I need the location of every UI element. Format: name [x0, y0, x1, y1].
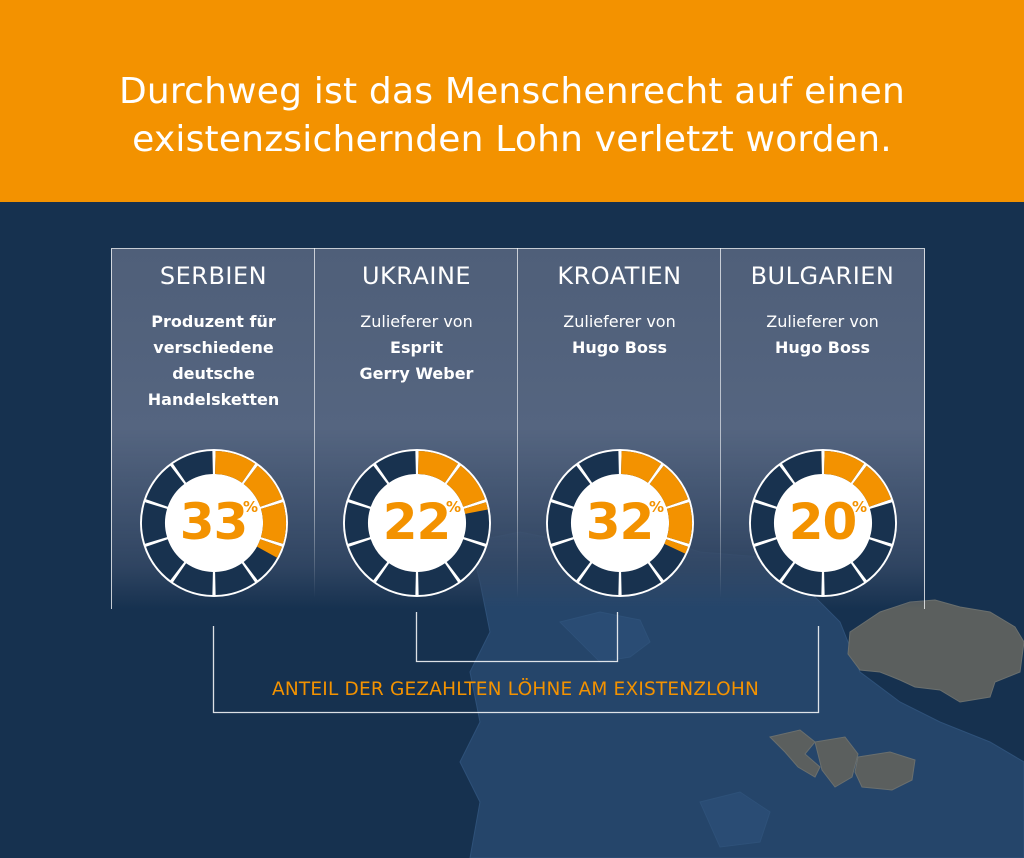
- percent-value: 33: [179, 493, 249, 551]
- description-line: Esprit: [390, 338, 443, 357]
- description-line: verschiedene: [153, 338, 274, 357]
- donut-segment: [552, 465, 591, 507]
- percent-sign: %: [243, 498, 259, 516]
- map-bulgaria: [854, 751, 916, 791]
- footer-label: ANTEIL DER GEZAHLTEN LÖHNE AM EXISTENZLO…: [272, 679, 759, 700]
- donut-segment-filled: [260, 502, 286, 544]
- donut-chart-kroatien: [546, 449, 694, 597]
- donut-segment: [751, 502, 777, 544]
- donut-segment-filled: [215, 451, 255, 483]
- donut-segment: [376, 563, 416, 595]
- map-serbia: [814, 736, 859, 788]
- panel-ukraine: UKRAINE Zulieferer von Esprit Gerry Webe…: [315, 248, 518, 608]
- description-line: Zulieferer von: [360, 312, 473, 331]
- description-line: Zulieferer von: [563, 312, 676, 331]
- donut-segment: [215, 563, 255, 595]
- description-line: Gerry Weber: [359, 364, 474, 383]
- donut-segment: [142, 502, 168, 544]
- panel-bulgarien: BULGARIEN Zulieferer von Hugo Boss 20 %: [721, 248, 924, 608]
- panel-serbien: SERBIEN Produzent für verschiedene deuts…: [112, 248, 315, 608]
- description-line: deutsche: [172, 364, 255, 383]
- donut-center: [165, 474, 263, 572]
- description-line: Handelsketten: [147, 390, 280, 409]
- country-name: KROATIEN: [557, 262, 682, 290]
- donut-segment: [418, 563, 458, 595]
- donut-segment: [782, 451, 822, 483]
- donut-segment: [446, 539, 485, 581]
- donut-segment-filled: [463, 502, 488, 514]
- description-line: Hugo Boss: [571, 338, 668, 357]
- country-name: SERBIEN: [159, 262, 268, 290]
- donut-segment: [869, 502, 895, 544]
- donut-segment: [579, 451, 619, 483]
- donut-segment: [621, 563, 661, 595]
- donut-segment-filled: [824, 451, 864, 483]
- headline-line-1: Durchweg ist das Menschenrecht auf einen: [118, 71, 906, 112]
- donut-segment-filled: [621, 451, 661, 483]
- donut-segment: [376, 451, 416, 483]
- donut-segment-filled: [666, 502, 692, 544]
- donut-segment: [552, 539, 591, 581]
- donut-segment: [824, 563, 864, 595]
- percent-value: 20: [788, 493, 858, 551]
- header-banner: Durchweg ist das Menschenrecht auf einen…: [0, 0, 1024, 202]
- panel-description: Zulieferer von Esprit Gerry Weber: [315, 309, 518, 387]
- description-line: Hugo Boss: [774, 338, 871, 357]
- donut-segment: [345, 502, 371, 544]
- donut-segment-filled: [446, 465, 485, 507]
- headline: Durchweg ist das Menschenrecht auf einen…: [0, 68, 1024, 164]
- donut-segment: [782, 563, 822, 595]
- country-name: BULGARIEN: [750, 262, 895, 290]
- donut-chart-bulgarien: [749, 449, 897, 597]
- map-croatia: [769, 729, 821, 778]
- panel-divider: [517, 248, 518, 598]
- donut-segment-filled: [649, 465, 688, 507]
- donut-segment: [349, 465, 388, 507]
- donut-segment-filled: [852, 465, 891, 507]
- percent-sign: %: [852, 498, 868, 516]
- percent-value: 22: [382, 493, 452, 551]
- donut-chart-ukraine: [343, 449, 491, 597]
- description-line: Produzent für: [151, 312, 276, 331]
- donut-segment: [349, 539, 388, 581]
- donut-segment: [852, 539, 891, 581]
- donut-segment: [146, 465, 185, 507]
- panel-divider: [314, 248, 315, 598]
- donut-chart-serbien: [140, 449, 288, 597]
- percent-sign: %: [446, 498, 462, 516]
- donut-center: [774, 474, 872, 572]
- percent-value: 32: [585, 493, 655, 551]
- map-ukraine: [847, 599, 1024, 703]
- donut-center: [571, 474, 669, 572]
- map-highlight-countries: [769, 599, 1024, 791]
- description-line: Zulieferer von: [766, 312, 879, 331]
- donut-segment: [548, 502, 574, 544]
- headline-line-2: existenzsichernden Lohn verletzt worden.: [132, 119, 892, 160]
- donut-segment: [146, 539, 185, 581]
- donut-center: [368, 474, 466, 572]
- donut-segment-filled: [664, 539, 688, 554]
- country-name: UKRAINE: [361, 262, 472, 290]
- donut-segment: [755, 465, 794, 507]
- panel-description: Produzent für verschiedene deutsche Hand…: [112, 309, 315, 413]
- panel-description: Zulieferer von Hugo Boss: [721, 309, 924, 361]
- donut-segment: [579, 563, 619, 595]
- panel-kroatien: KROATIEN Zulieferer von Hugo Boss 32 %: [518, 248, 721, 608]
- donut-segment-filled: [418, 451, 458, 483]
- donut-segment-filled: [256, 539, 282, 558]
- percent-sign: %: [649, 498, 665, 516]
- donut-segment: [173, 563, 213, 595]
- panel-description: Zulieferer von Hugo Boss: [518, 309, 721, 361]
- panel-divider: [720, 248, 721, 598]
- donut-segment-filled: [243, 465, 282, 507]
- donut-segment: [173, 451, 213, 483]
- donut-segment: [755, 539, 794, 581]
